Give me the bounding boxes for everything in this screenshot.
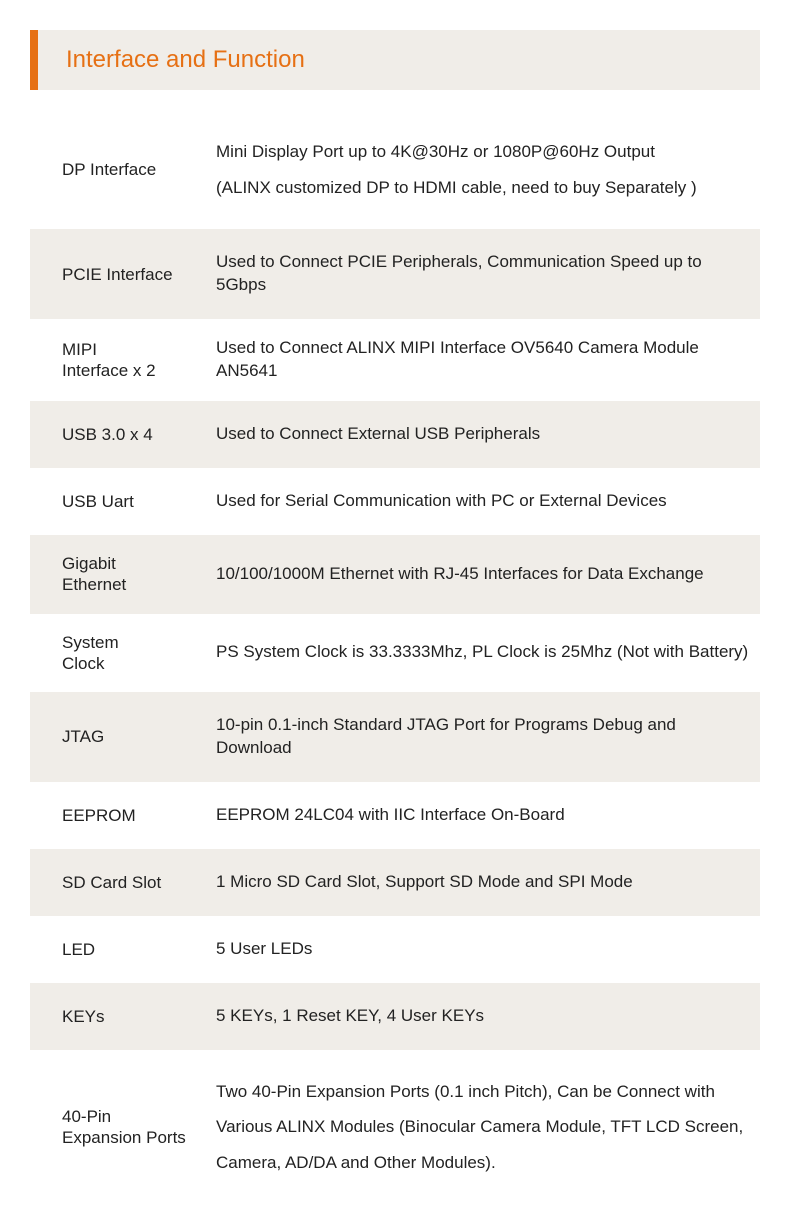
table-row: 40-PinExpansion PortsTwo 40-Pin Expansio… xyxy=(30,1050,760,1205)
table-row: USB UartUsed for Serial Communication wi… xyxy=(30,468,760,535)
section-title: Interface and Function xyxy=(66,46,305,74)
row-desc: Used for Serial Communication with PC or… xyxy=(200,480,760,523)
table-row: EEPROMEEPROM 24LC04 with IIC Interface O… xyxy=(30,782,760,849)
row-label: MIPIInterface x 2 xyxy=(30,329,200,392)
table-row: SD Card Slot1 Micro SD Card Slot, Suppor… xyxy=(30,849,760,916)
row-label: 40-PinExpansion Ports xyxy=(30,1096,200,1159)
spec-table: DP InterfaceMini Display Port up to 4K@3… xyxy=(30,110,760,1205)
row-desc: Used to Connect External USB Peripherals xyxy=(200,413,760,456)
row-desc: 5 User LEDs xyxy=(200,928,760,971)
table-row: LED5 User LEDs xyxy=(30,916,760,983)
row-label: USB Uart xyxy=(30,481,200,522)
row-desc: EEPROM 24LC04 with IIC Interface On-Boar… xyxy=(200,794,760,837)
row-label: GigabitEthernet xyxy=(30,543,200,606)
table-row: KEYs5 KEYs, 1 Reset KEY, 4 User KEYs xyxy=(30,983,760,1050)
row-label: PCIE Interface xyxy=(30,254,200,295)
page-wrap: Interface and Function DP InterfaceMini … xyxy=(0,30,790,1225)
row-desc: Used to Connect PCIE Peripherals, Commun… xyxy=(200,241,760,307)
table-row: GigabitEthernet10/100/1000M Ethernet wit… xyxy=(30,535,760,614)
section-title-bar: Interface and Function xyxy=(30,30,760,90)
row-desc: Two 40-Pin Expansion Ports (0.1 inch Pit… xyxy=(200,1064,760,1191)
table-row: SystemClockPS System Clock is 33.3333Mhz… xyxy=(30,614,760,693)
row-desc: Mini Display Port up to 4K@30Hz or 1080P… xyxy=(200,124,760,215)
row-label: LED xyxy=(30,929,200,970)
row-label: KEYs xyxy=(30,996,200,1037)
table-row: DP InterfaceMini Display Port up to 4K@3… xyxy=(30,110,760,229)
table-row: MIPIInterface x 2Used to Connect ALINX M… xyxy=(30,319,760,401)
row-label: USB 3.0 x 4 xyxy=(30,414,200,455)
title-body: Interface and Function xyxy=(38,30,760,90)
row-label: SD Card Slot xyxy=(30,862,200,903)
table-row: USB 3.0 x 4Used to Connect External USB … xyxy=(30,401,760,468)
row-desc: PS System Clock is 33.3333Mhz, PL Clock … xyxy=(200,631,760,674)
title-accent-bar xyxy=(30,30,38,90)
row-label: JTAG xyxy=(30,716,200,757)
row-label: SystemClock xyxy=(30,622,200,685)
row-label: EEPROM xyxy=(30,795,200,836)
row-desc: 10/100/1000M Ethernet with RJ-45 Interfa… xyxy=(200,553,760,596)
row-label: DP Interface xyxy=(30,149,200,190)
row-desc: Used to Connect ALINX MIPI Interface OV5… xyxy=(200,327,760,393)
table-row: PCIE InterfaceUsed to Connect PCIE Perip… xyxy=(30,229,760,319)
row-desc: 10-pin 0.1-inch Standard JTAG Port for P… xyxy=(200,704,760,770)
table-row: JTAG10-pin 0.1-inch Standard JTAG Port f… xyxy=(30,692,760,782)
row-desc: 1 Micro SD Card Slot, Support SD Mode an… xyxy=(200,861,760,904)
row-desc: 5 KEYs, 1 Reset KEY, 4 User KEYs xyxy=(200,995,760,1038)
